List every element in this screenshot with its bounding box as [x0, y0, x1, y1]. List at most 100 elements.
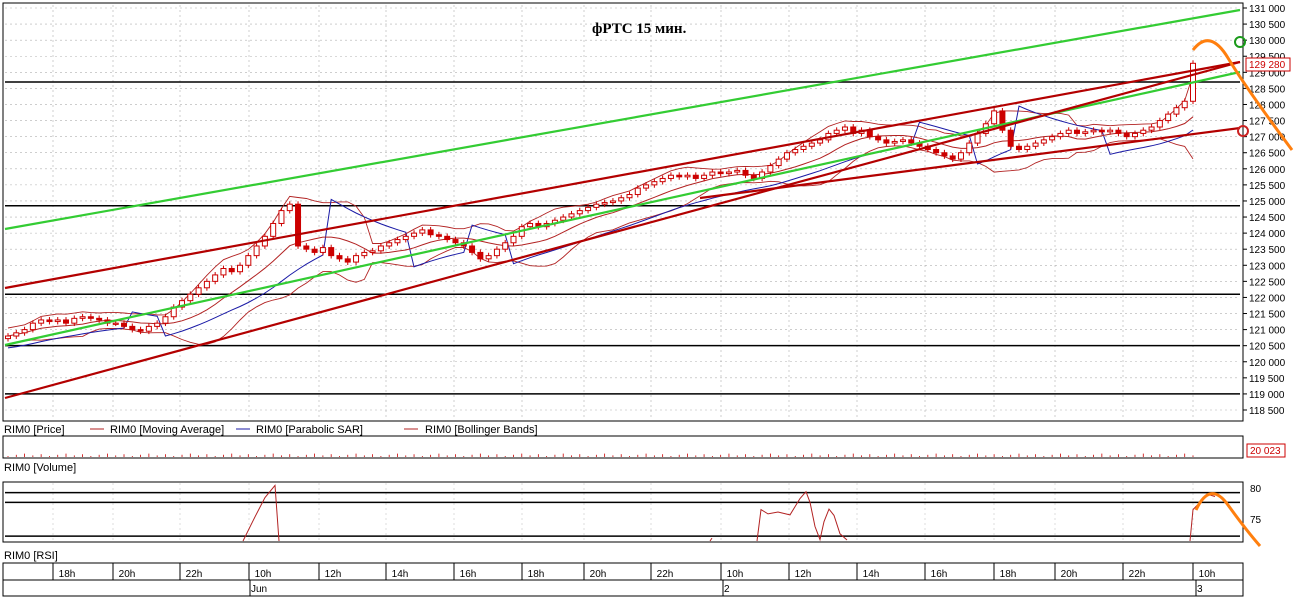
volume-bars	[7, 453, 1194, 457]
date-2: 2	[724, 584, 730, 595]
legend-bollinger-bands: RIM0 [Bollinger Bands]	[425, 424, 538, 436]
candle-body	[676, 174, 683, 178]
volume-panel-label: RIM0 [Volume]	[4, 462, 76, 474]
candle-body	[145, 325, 152, 332]
candle-body	[112, 322, 119, 325]
candle-body	[121, 322, 128, 327]
horizontal-levels	[5, 81, 1240, 395]
price-tick-label: 126 000	[1249, 165, 1286, 176]
candle-body	[377, 245, 384, 252]
candle-body	[808, 142, 815, 147]
candle-body	[775, 158, 782, 167]
legend-moving-average: RIM0 [Moving Average]	[110, 424, 224, 436]
last-price-label: 129 280	[1249, 60, 1286, 71]
candle-body	[1032, 142, 1039, 147]
price-tick-label: 125 500	[1249, 181, 1286, 192]
time-tick-label: 18h	[59, 569, 76, 580]
time-tick-label: 12h	[795, 569, 812, 580]
rsi-lines	[5, 484, 1240, 542]
candle-body	[949, 155, 956, 160]
candle-body	[303, 245, 310, 250]
time-tick-label: 10h	[255, 569, 272, 580]
target-marker-green	[1234, 36, 1246, 48]
candle-body	[336, 255, 343, 260]
price-tick-label: 120 000	[1249, 358, 1286, 369]
candle-body	[1057, 132, 1064, 138]
time-tick-label: 22h	[1129, 569, 1146, 580]
time-tick-label: 10h	[727, 569, 744, 580]
candle-body	[435, 234, 442, 237]
moving-average	[7, 116, 1194, 337]
candle-body	[1156, 120, 1163, 128]
projection-arc-rsi	[1194, 492, 1262, 547]
candle-body	[684, 174, 691, 178]
legend-price: RIM0 [Price]	[4, 424, 65, 436]
candle-body	[841, 126, 848, 131]
candle-body	[5, 335, 11, 340]
time-tick-label: 20h	[119, 569, 136, 580]
candle-body	[328, 247, 335, 257]
candle-body	[891, 140, 898, 144]
moving-average-line	[7, 116, 1194, 337]
candle-body	[576, 210, 583, 215]
candle-body	[353, 255, 360, 263]
candle-body	[593, 203, 600, 208]
price-tick-label: 123 500	[1249, 245, 1286, 256]
price-tick-label: 123 000	[1249, 261, 1286, 272]
candle-body	[129, 325, 136, 331]
time-tick-label: 20h	[1061, 569, 1078, 580]
time-tick-label: 22h	[657, 569, 674, 580]
candle-body	[941, 152, 948, 157]
price-tick-label: 130 500	[1249, 20, 1286, 31]
candle-body	[1165, 113, 1172, 122]
trend-line-green-upper	[4, 8, 1241, 231]
candle-body	[162, 316, 169, 324]
candle-body	[717, 171, 724, 175]
time-tick-label: 14h	[392, 569, 409, 580]
date-jun: Jun	[251, 584, 267, 595]
time-tick-label: 22h	[186, 569, 203, 580]
candle-body	[701, 174, 708, 179]
candle-body	[502, 242, 509, 250]
price-tick-label: 127 000	[1249, 133, 1286, 144]
price-tick-label: 131 000	[1249, 4, 1286, 15]
candle-body	[154, 322, 161, 327]
candle-body	[452, 239, 459, 244]
time-tick-label: 10h	[1199, 569, 1216, 580]
candle-body	[560, 216, 567, 221]
rsi-line	[756, 490, 848, 542]
candle-body	[991, 110, 998, 125]
candle-body	[46, 319, 53, 323]
candle-body	[767, 165, 774, 173]
candle-body	[585, 206, 592, 212]
candle-body	[286, 203, 293, 212]
price-tick-label: 121 500	[1249, 310, 1286, 321]
candle-body	[634, 187, 641, 196]
candle-body	[999, 110, 1006, 131]
candle-body	[651, 181, 658, 186]
candle-body	[742, 169, 749, 176]
candle-body	[510, 235, 517, 244]
candle-body	[477, 251, 484, 260]
rsi-panel-label: RIM0 [RSI]	[4, 550, 58, 562]
time-tick-label: 12h	[325, 569, 342, 580]
candle-body	[278, 210, 285, 224]
candle-body	[245, 255, 252, 266]
candle-body	[319, 247, 326, 253]
time-tick-label: 18h	[1000, 569, 1017, 580]
time-tick-label: 16h	[460, 569, 477, 580]
price-tick-label: 124 500	[1249, 213, 1286, 224]
candle-body	[394, 239, 401, 244]
rsi-line	[242, 484, 280, 542]
candle-body	[419, 229, 426, 234]
candle-body	[692, 174, 699, 179]
grid-lines	[5, 5, 1240, 541]
volume-value-label: 20 023	[1250, 446, 1281, 457]
candle-body	[1098, 129, 1105, 133]
candle-body	[1015, 145, 1022, 151]
candle-body	[137, 329, 144, 332]
time-axis-labels: 18h 20h 22h 10h 12h 14h 16h 18h 20h 22h 10h 12h 14h 1…	[52, 563, 1216, 596]
candle-body	[203, 280, 210, 289]
candle-body	[361, 251, 368, 257]
